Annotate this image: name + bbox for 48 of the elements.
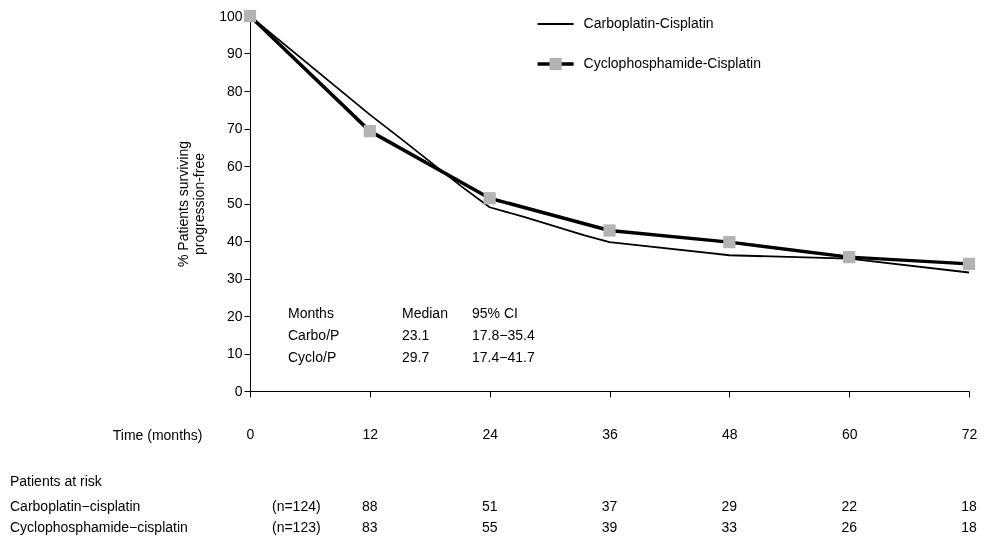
text: 37 (601, 498, 618, 514)
text: 22 (841, 498, 858, 514)
annotation: Carbo/P (288, 327, 340, 343)
text: (n=124) (272, 498, 321, 514)
text: 29 (721, 498, 738, 514)
annotation: 17.8−35.4 (472, 327, 535, 343)
annotation: Median (402, 305, 448, 321)
text: 26 (841, 519, 858, 535)
x-tick-label: 24 (482, 425, 499, 442)
y-tick-label: 50 (226, 195, 243, 211)
text: (n=123) (272, 519, 321, 535)
annotation: 29.7 (402, 349, 430, 365)
text: Patients at risk (10, 473, 103, 489)
text: 18 (961, 498, 977, 514)
text: Cyclophosphamide−cisplatin (10, 519, 188, 535)
text: 18 (961, 519, 977, 535)
text: 83 (362, 519, 378, 535)
text: 39 (601, 519, 618, 535)
x-tick-label: 48 (722, 425, 738, 442)
x-tick-label: 12 (362, 425, 379, 442)
annotation: 23.1 (402, 327, 430, 343)
x-axis-title: Time (months) (112, 426, 203, 443)
y-tick-label: 100 (219, 7, 243, 24)
text: 33 (721, 519, 738, 535)
annotation: 95% CI (472, 305, 518, 321)
y-tick-label: 10 (226, 345, 243, 361)
y-tick-label: 60 (226, 157, 243, 174)
text: 55 (481, 519, 498, 535)
legend-label: Carboplatin-Cisplatin (583, 15, 714, 31)
y-tick-label: 40 (226, 232, 243, 249)
x-tick-label: 60 (841, 425, 858, 442)
annotation: Months (288, 305, 334, 321)
y-tick-label: 90 (226, 45, 243, 61)
text: Carboplatin−cisplatin (10, 498, 141, 514)
text: 88 (362, 498, 378, 514)
y-tick-label: 70 (226, 120, 243, 136)
annotation: Cyclo/P (288, 349, 337, 365)
x-tick-label: 72 (961, 425, 978, 442)
legend-label: Cyclophosphamide-Cisplatin (583, 55, 762, 71)
text: 51 (481, 498, 498, 514)
x-tick-label: 0 (246, 425, 255, 442)
y-tick-label: 20 (226, 307, 243, 324)
y-tick-label: 0 (234, 382, 243, 399)
y-tick-label: 80 (226, 82, 243, 99)
annotation: 17.4−41.7 (472, 349, 535, 365)
y-tick-label: 30 (226, 270, 243, 286)
y-axis-title: % Patients surviving progression-free (175, 140, 208, 268)
x-tick-label: 36 (602, 425, 618, 442)
